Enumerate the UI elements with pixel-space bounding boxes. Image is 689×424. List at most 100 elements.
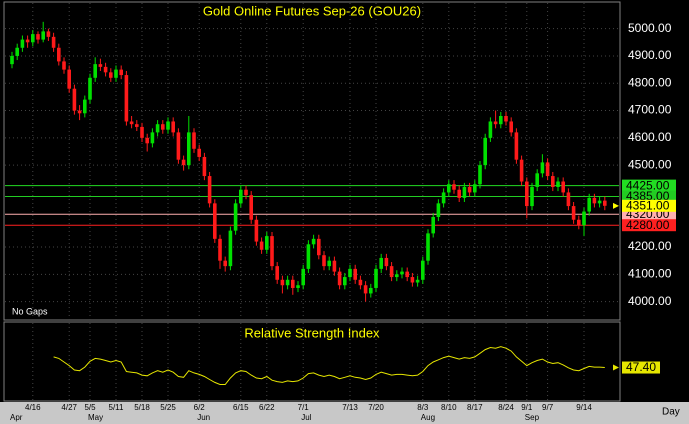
level-label: 4280.00 bbox=[626, 218, 670, 232]
candle-body bbox=[545, 162, 550, 177]
candle-body bbox=[389, 266, 394, 278]
candle-body bbox=[228, 230, 233, 267]
candle-body bbox=[114, 69, 118, 78]
candle-body bbox=[363, 285, 368, 294]
candle-body bbox=[577, 219, 581, 226]
y-tick-label: 4700.00 bbox=[628, 103, 672, 117]
candle-body bbox=[337, 271, 342, 286]
candle-body bbox=[410, 277, 415, 283]
candle-body bbox=[161, 124, 165, 130]
y-tick-label: 4600.00 bbox=[628, 130, 672, 144]
candle-body bbox=[285, 279, 290, 286]
price-panel bbox=[3, 1, 621, 321]
candle-body bbox=[540, 162, 545, 174]
candle-body bbox=[327, 260, 331, 267]
x-tick-label: 7/20 bbox=[368, 403, 384, 412]
candle-body bbox=[467, 186, 472, 193]
candle-body bbox=[509, 121, 513, 133]
candle-body bbox=[353, 268, 357, 280]
candle-body bbox=[566, 192, 571, 207]
note: No Gaps bbox=[12, 306, 48, 316]
candle-body bbox=[317, 238, 321, 256]
candle-body bbox=[124, 75, 129, 122]
x-tick-label: 5/11 bbox=[109, 403, 125, 412]
month-label: Jun bbox=[197, 413, 210, 422]
candle-body bbox=[77, 110, 82, 114]
y-tick-label: 4100.00 bbox=[628, 266, 672, 280]
candle-body bbox=[187, 132, 191, 166]
x-tick-label: 6/2 bbox=[194, 403, 206, 412]
candle-body bbox=[270, 236, 274, 267]
x-tick-label: 7/13 bbox=[342, 403, 358, 412]
x-tick-label: 6/15 bbox=[233, 403, 249, 412]
candle-body bbox=[374, 268, 378, 288]
rsi-line bbox=[53, 346, 605, 385]
candle-body bbox=[571, 206, 576, 220]
rsi-value-box bbox=[622, 361, 660, 374]
x-tick-label: 4/16 bbox=[25, 403, 41, 412]
candle-body bbox=[291, 279, 295, 288]
y-tick-label: 4200.00 bbox=[628, 239, 672, 253]
price-marker bbox=[613, 202, 619, 209]
candle-body bbox=[103, 66, 108, 73]
candle-body bbox=[93, 64, 97, 78]
candle-body bbox=[98, 64, 103, 67]
candle-body bbox=[441, 192, 446, 204]
y-tick-label: 5000.00 bbox=[628, 21, 672, 35]
y-tick-label: 4500.00 bbox=[628, 157, 672, 171]
candle-body bbox=[452, 184, 456, 190]
level-box bbox=[622, 179, 676, 192]
y-tick-label: 4800.00 bbox=[628, 75, 672, 89]
candle-body bbox=[457, 189, 461, 198]
candle-body bbox=[62, 61, 66, 70]
candle-body bbox=[176, 132, 181, 160]
rsi-title: Relative Strength Index bbox=[244, 325, 380, 340]
current-price-label: 4351.00 bbox=[626, 198, 670, 212]
candle-body bbox=[311, 238, 316, 245]
candle-body bbox=[519, 159, 524, 182]
candle-body bbox=[597, 200, 602, 204]
candle-body bbox=[109, 72, 113, 78]
candle-body bbox=[395, 274, 399, 278]
candle-body bbox=[473, 184, 477, 193]
month-label: May bbox=[88, 413, 103, 422]
candle-body bbox=[400, 271, 404, 275]
candle-body bbox=[36, 34, 40, 40]
candle-body bbox=[223, 260, 227, 267]
candle-body bbox=[421, 260, 425, 280]
candle-body bbox=[171, 121, 175, 133]
candle-body bbox=[197, 148, 201, 157]
x-tick-label: 5/18 bbox=[134, 403, 150, 412]
candle-body bbox=[166, 121, 170, 130]
candle-body bbox=[405, 271, 409, 278]
x-tick-label: 9/14 bbox=[576, 403, 592, 412]
candle-body bbox=[140, 126, 144, 138]
candle-body bbox=[551, 176, 555, 187]
candle-body bbox=[483, 137, 487, 166]
rsi-marker bbox=[613, 364, 619, 371]
x-tick-label: 5/25 bbox=[160, 403, 176, 412]
candle-body bbox=[155, 124, 160, 133]
candle-body bbox=[436, 203, 441, 218]
month-label: Apr bbox=[10, 413, 23, 422]
candle-body bbox=[603, 200, 607, 206]
candle-body bbox=[431, 217, 435, 234]
candle-body bbox=[145, 137, 149, 144]
candle-body bbox=[561, 181, 565, 193]
period-label: Day bbox=[662, 407, 680, 418]
candle-body bbox=[25, 39, 30, 43]
current-price-box bbox=[622, 199, 676, 212]
candle-body bbox=[10, 55, 14, 65]
candle-body bbox=[348, 268, 352, 278]
x-tick-label: 8/10 bbox=[441, 403, 457, 412]
candle-body bbox=[119, 69, 123, 76]
level-label: 4425.00 bbox=[626, 178, 670, 192]
candle-body bbox=[296, 285, 300, 288]
candle-body bbox=[213, 203, 217, 239]
candle-body bbox=[379, 257, 383, 269]
candle-body bbox=[135, 124, 139, 127]
x-tick-label: 4/27 bbox=[61, 403, 77, 412]
candle-body bbox=[218, 238, 222, 261]
candle-body bbox=[207, 176, 212, 204]
